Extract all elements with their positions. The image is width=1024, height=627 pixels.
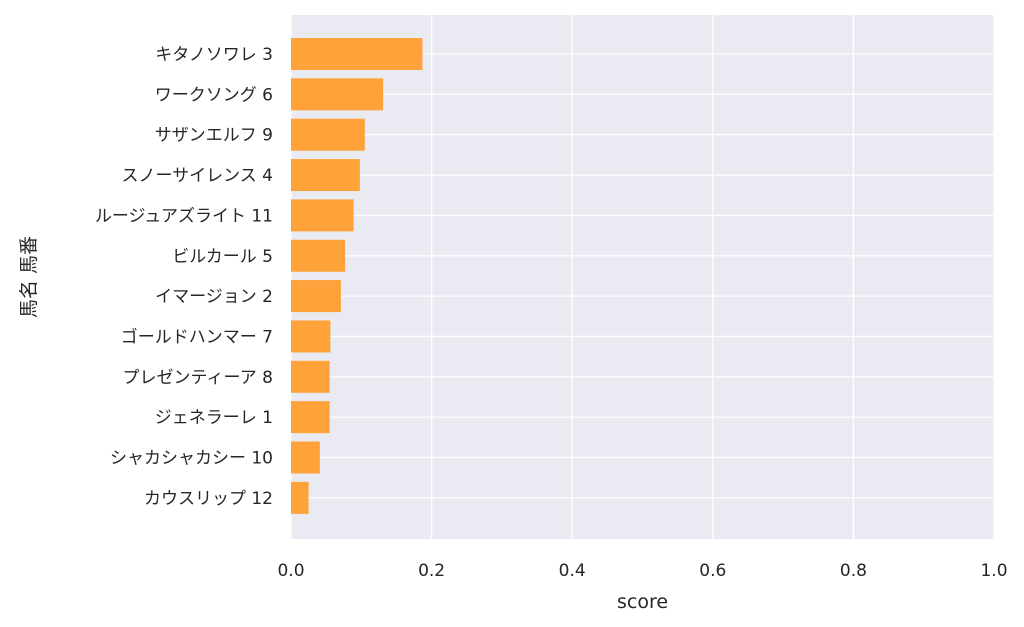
bar: [291, 401, 330, 434]
y-tick-label: ジェネラーレ 1: [155, 408, 273, 428]
y-tick-label: スノーサイレンス 4: [121, 166, 273, 186]
y-tick-label: イマージョン 2: [155, 287, 273, 307]
bar: [291, 280, 341, 313]
bar: [291, 38, 423, 70]
bar: [291, 199, 354, 232]
bar: [291, 320, 331, 353]
gridlines: [290, 15, 995, 539]
x-tick-label: 0.2: [418, 561, 445, 581]
plot-area: [291, 15, 994, 539]
x-tick-label: 0.0: [277, 561, 304, 581]
y-tick-label: ワークソング 6: [155, 85, 273, 105]
bar: [291, 360, 330, 393]
x-tick-label: 0.4: [559, 561, 586, 581]
x-tick-label: 1.0: [980, 561, 1007, 581]
bars: [291, 38, 423, 514]
y-tick-label: ビルカール 5: [172, 247, 273, 267]
x-axis-title: score: [617, 591, 668, 613]
y-tick-label: サザンエルフ 9: [155, 126, 273, 146]
y-tick-label: シャカシャカシー 10: [110, 449, 273, 469]
bar: [291, 78, 384, 111]
y-tick-label: ルージュアズライト 11: [95, 206, 273, 226]
y-tick-label: カウスリップ 12: [144, 489, 273, 509]
x-tick-label: 0.8: [840, 561, 867, 581]
x-tick-labels: 0.0 0.2 0.4 0.6 0.8 1.0: [277, 561, 1007, 581]
y-tick-label: ゴールドハンマー 7: [121, 326, 273, 347]
y-tick-label: プレゼンティーア 8: [122, 368, 273, 388]
bar: [291, 441, 320, 474]
y-tick-label: キタノソワレ 3: [155, 45, 273, 65]
x-tick-label: 0.6: [699, 561, 726, 581]
bar: [291, 159, 360, 192]
y-tick-labels: キタノソワレ 3 ワークソング 6 サザンエルフ 9 スノーサイレンス 4 ルージュアズ…: [95, 45, 273, 509]
y-axis-title: 馬名 馬番: [18, 236, 40, 318]
bar: [291, 239, 346, 272]
bar: [291, 481, 309, 514]
bar: [291, 118, 365, 151]
